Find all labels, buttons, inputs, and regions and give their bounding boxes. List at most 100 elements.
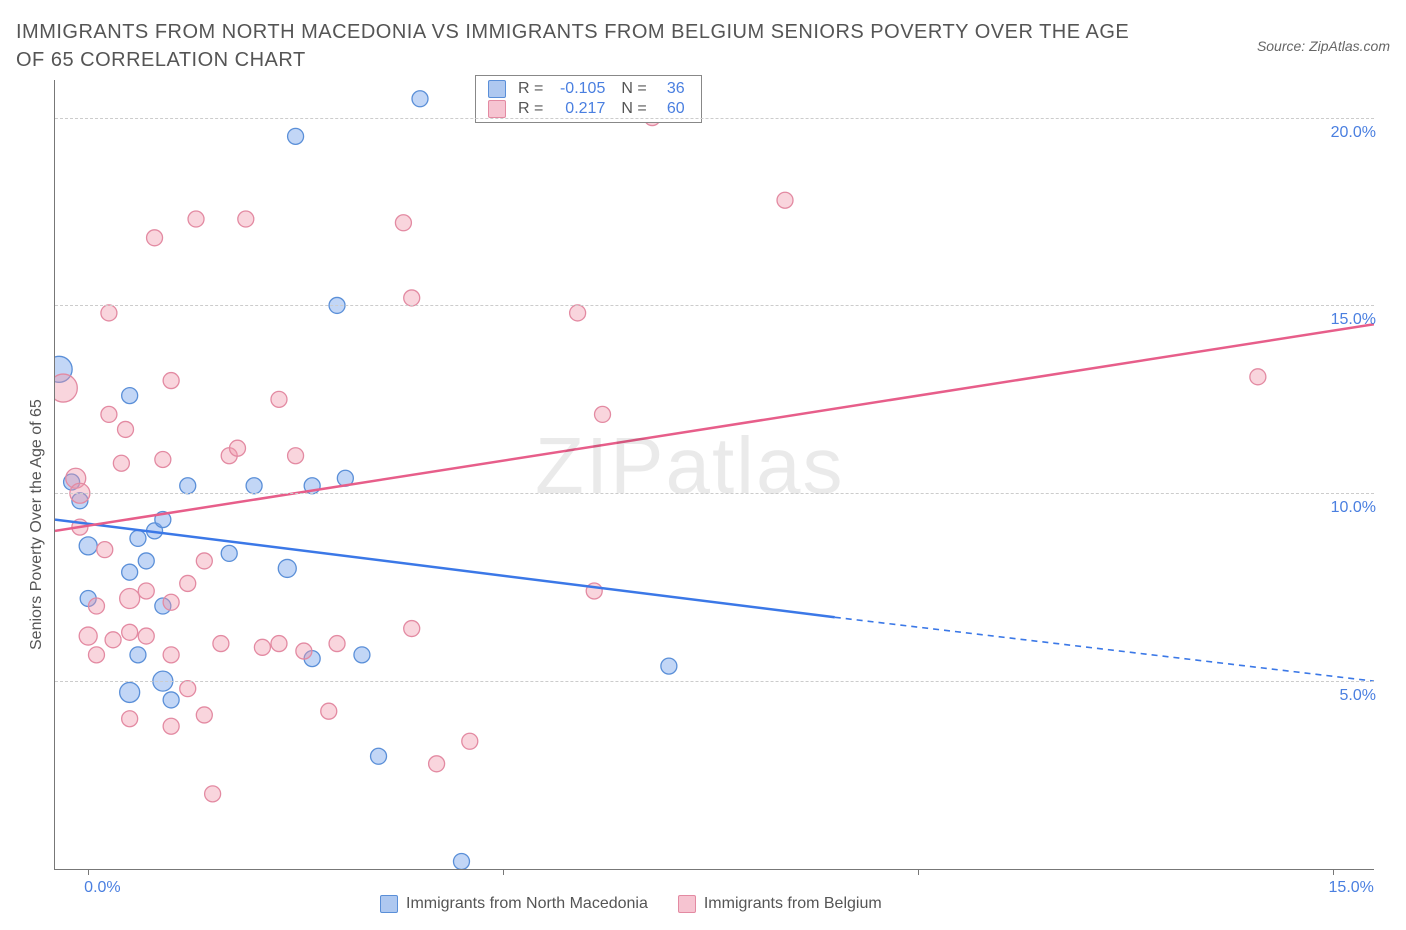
x-tick <box>503 869 504 875</box>
scatter-point <box>188 211 204 227</box>
scatter-point <box>180 575 196 591</box>
scatter-point <box>120 682 140 702</box>
scatter-point <box>180 478 196 494</box>
x-tick-label: 0.0% <box>84 879 120 897</box>
scatter-point <box>429 756 445 772</box>
scatter-point <box>64 474 80 490</box>
scatter-point <box>130 647 146 663</box>
trend-line <box>55 520 835 618</box>
chart-title: IMMIGRANTS FROM NORTH MACEDONIA VS IMMIG… <box>16 18 1146 74</box>
scatter-point <box>88 598 104 614</box>
trend-line-extrapolated <box>835 617 1374 681</box>
scatter-point <box>72 493 88 509</box>
x-tick <box>918 869 919 875</box>
scatter-point <box>101 305 117 321</box>
scatter-point <box>288 448 304 464</box>
scatter-point <box>221 545 237 561</box>
scatter-point <box>163 692 179 708</box>
scatter-point <box>661 658 677 674</box>
scatter-point <box>163 718 179 734</box>
scatter-point <box>138 553 154 569</box>
scatter-point <box>395 215 411 231</box>
scatter-point <box>122 624 138 640</box>
scatter-point <box>296 643 312 659</box>
scatter-point <box>97 542 113 558</box>
scatter-point <box>155 451 171 467</box>
y-tick-label: 10.0% <box>1331 499 1376 517</box>
x-tick-label: 15.0% <box>1329 879 1374 897</box>
scatter-point <box>122 388 138 404</box>
scatter-point <box>147 230 163 246</box>
scatter-point <box>213 636 229 652</box>
y-tick-label: 5.0% <box>1340 687 1376 705</box>
watermark: ZIPatlas <box>535 420 844 512</box>
scatter-point <box>105 632 121 648</box>
scatter-point <box>304 478 320 494</box>
scatter-point <box>354 647 370 663</box>
scatter-point <box>66 468 86 488</box>
legend-item: Immigrants from North Macedonia <box>380 895 648 913</box>
scatter-point <box>205 786 221 802</box>
x-tick <box>1333 869 1334 875</box>
scatter-point <box>72 519 88 535</box>
legend-correlation-box: R =-0.105N =36 R =0.217N =60 <box>475 75 702 123</box>
scatter-point <box>404 290 420 306</box>
scatter-point <box>180 681 196 697</box>
scatter-point <box>130 530 146 546</box>
scatter-point <box>113 455 129 471</box>
legend-row: R =0.217N =60 <box>484 100 689 118</box>
scatter-point <box>246 478 262 494</box>
scatter-point <box>586 583 602 599</box>
scatter-point <box>238 211 254 227</box>
scatter-point <box>163 647 179 663</box>
scatter-point <box>196 553 212 569</box>
scatter-point <box>155 598 171 614</box>
scatter-point <box>147 523 163 539</box>
scatter-point <box>196 707 212 723</box>
scatter-point <box>271 636 287 652</box>
legend-label: Immigrants from Belgium <box>704 895 882 913</box>
scatter-point <box>329 636 345 652</box>
scatter-point <box>55 374 77 402</box>
legend-item: Immigrants from Belgium <box>678 895 882 913</box>
scatter-point <box>122 564 138 580</box>
scatter-point <box>230 440 246 456</box>
scatter-point <box>404 621 420 637</box>
scatter-point <box>221 448 237 464</box>
plot-area: R =-0.105N =36 R =0.217N =60 ZIPatlas 5.0… <box>54 80 1374 870</box>
scatter-point <box>337 470 353 486</box>
scatter-point <box>120 588 140 608</box>
scatter-point <box>80 590 96 606</box>
scatter-point <box>1250 369 1266 385</box>
scatter-point <box>79 537 97 555</box>
scatter-point <box>288 128 304 144</box>
scatter-point <box>321 703 337 719</box>
grid-line <box>55 493 1374 494</box>
scatter-point <box>412 91 428 107</box>
scatter-point <box>304 651 320 667</box>
chart-source: Source: ZipAtlas.com <box>1257 38 1390 54</box>
legend-swatch <box>380 895 398 913</box>
scatter-point <box>88 647 104 663</box>
legend-swatch <box>678 895 696 913</box>
scatter-point <box>271 391 287 407</box>
scatter-point <box>254 639 270 655</box>
legend-row: R =-0.105N =36 <box>484 80 689 98</box>
scatter-point <box>777 192 793 208</box>
grid-line <box>55 305 1374 306</box>
scatter-point <box>278 559 296 577</box>
scatter-point <box>118 421 134 437</box>
y-tick-label: 20.0% <box>1331 124 1376 142</box>
y-tick-label: 15.0% <box>1331 311 1376 329</box>
chart-svg <box>55 80 1374 869</box>
scatter-point <box>79 627 97 645</box>
y-axis-title: Seniors Poverty Over the Age of 65 <box>28 399 46 650</box>
scatter-point <box>453 853 469 869</box>
scatter-point <box>155 512 171 528</box>
scatter-point <box>138 583 154 599</box>
scatter-point <box>122 711 138 727</box>
scatter-point <box>570 305 586 321</box>
scatter-point <box>371 748 387 764</box>
scatter-point <box>595 406 611 422</box>
scatter-point <box>163 594 179 610</box>
